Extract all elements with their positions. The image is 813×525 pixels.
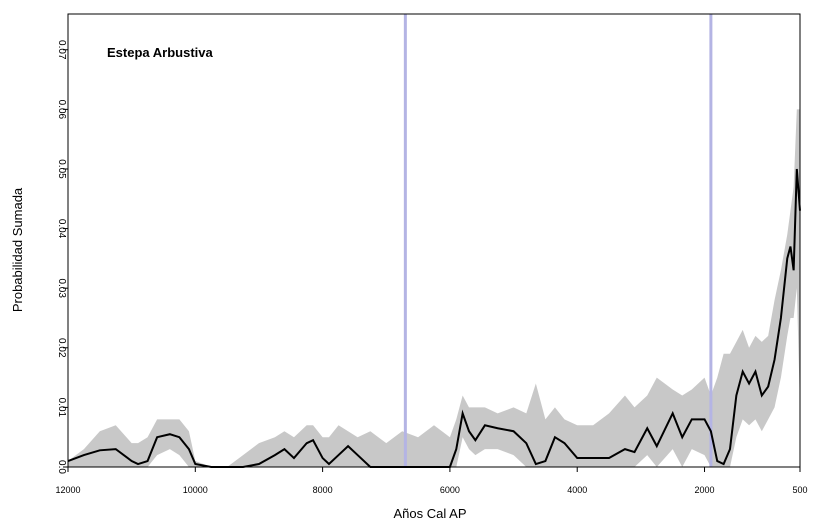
y-axis-label: Probabilidad Sumada [10, 187, 25, 312]
x-tick-label: 2000 [695, 485, 715, 495]
x-tick-label: 10000 [183, 485, 208, 495]
x-axis-label: Años Cal AP [394, 506, 467, 521]
plot-frame [67, 13, 801, 468]
x-tick-label: 4000 [567, 485, 587, 495]
y-tick-label: 0.02 [56, 338, 67, 358]
y-tick-label: 0.05 [56, 159, 67, 179]
y-tick-label: 0.06 [56, 100, 67, 120]
y-tick-label: 0.01 [56, 398, 67, 418]
x-tick-label: 500 [792, 485, 807, 495]
y-tick-label: 0.07 [56, 40, 67, 60]
envelope [68, 109, 800, 468]
x-tick-label: 12000 [55, 485, 80, 495]
x-tick-label: 6000 [440, 485, 460, 495]
y-tick-label: 0.03 [56, 278, 67, 298]
y-tick-label: 0.0 [56, 460, 67, 474]
x-tick-label: 8000 [313, 485, 333, 495]
y-tick-label: 0.04 [56, 219, 67, 239]
annotation: Estepa Arbustiva [107, 45, 213, 60]
